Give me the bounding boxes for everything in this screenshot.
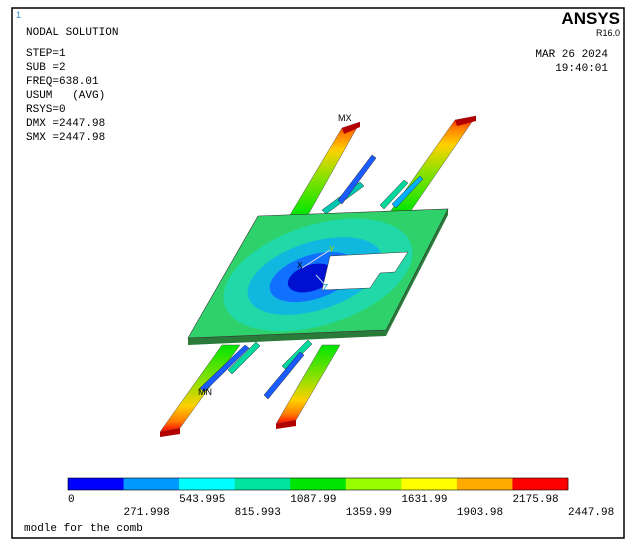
legend-label: 2175.98 xyxy=(512,494,558,506)
legend-swatch xyxy=(346,478,402,490)
legend-swatch xyxy=(457,478,513,490)
info-line: DMX =2447.98 xyxy=(26,118,105,130)
legend-label: 1087.99 xyxy=(290,494,336,506)
legend-label: 1631.99 xyxy=(401,494,447,506)
window-marker: 1 xyxy=(16,10,21,20)
legend-label: 543.995 xyxy=(179,494,225,506)
ansys-logo: ANSYS xyxy=(561,9,620,28)
time: 19:40:01 xyxy=(555,63,608,75)
result-title: NODAL SOLUTION xyxy=(26,27,118,39)
version: R16.0 xyxy=(596,28,620,38)
legend-swatch xyxy=(401,478,457,490)
date: MAR 26 2024 xyxy=(535,49,608,61)
legend-swatch xyxy=(290,478,346,490)
axis-label: Y xyxy=(329,245,335,255)
info-line: FREQ=638.01 xyxy=(26,76,99,88)
info-line: RSYS=0 xyxy=(26,104,66,116)
axis-label: X xyxy=(297,261,303,271)
info-line: USUM (AVG) xyxy=(26,90,105,102)
legend-label: 271.998 xyxy=(124,507,170,519)
legend-label: 0 xyxy=(68,494,75,506)
axis-label: Z xyxy=(323,283,329,293)
max-label: MX xyxy=(338,113,352,123)
screenshot: 1 NODAL SOLUTION STEP=1 SUB =2 FREQ=638.01… xyxy=(0,0,632,540)
legend-swatch xyxy=(124,478,180,490)
legend-label: 815.993 xyxy=(235,507,281,519)
legend-label: 1359.99 xyxy=(346,507,392,519)
footer-note: modle for the comb xyxy=(24,523,143,535)
legend-swatch xyxy=(512,478,568,490)
legend-swatch xyxy=(179,478,235,490)
info-line: SMX =2447.98 xyxy=(26,132,105,144)
info-line: SUB =2 xyxy=(26,62,66,74)
legend-swatch xyxy=(68,478,124,490)
min-label: MN xyxy=(198,387,212,397)
legend-label: 1903.98 xyxy=(457,507,503,519)
legend-swatch xyxy=(235,478,291,490)
info-line: STEP=1 xyxy=(26,48,66,60)
legend-label: 2447.98 xyxy=(568,507,614,519)
